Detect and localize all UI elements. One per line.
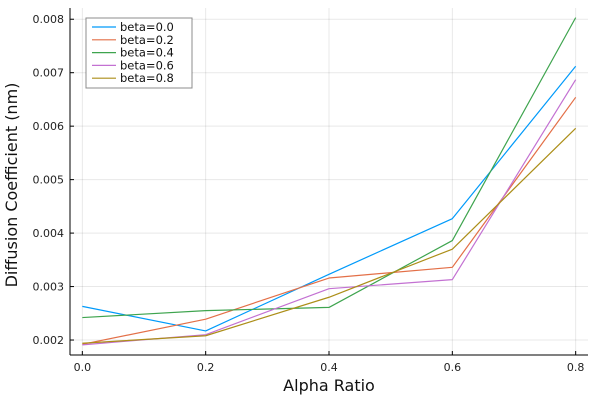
y-tick-label: 0.003 xyxy=(33,281,65,294)
series-line-beta-0-2 xyxy=(82,96,577,345)
x-tick-label: 0.6 xyxy=(444,361,462,374)
series-line-beta-0-0 xyxy=(82,65,577,332)
y-tick-label: 0.002 xyxy=(33,334,65,347)
x-tick-label: 0.0 xyxy=(74,361,92,374)
y-tick-label: 0.005 xyxy=(33,174,65,187)
legend-label: beta=0.8 xyxy=(120,71,174,85)
legend-label: beta=0.4 xyxy=(120,46,174,60)
legend-label: beta=0.2 xyxy=(120,33,174,47)
grid-lines xyxy=(70,8,588,355)
series-line-beta-0-8 xyxy=(82,127,577,344)
y-tick-label: 0.004 xyxy=(33,227,65,240)
axes xyxy=(69,8,588,356)
legend-label: beta=0.6 xyxy=(120,58,174,72)
series-line-beta-0-4 xyxy=(82,17,577,319)
y-tick-label: 0.007 xyxy=(33,67,65,80)
legend-label: beta=0.0 xyxy=(120,20,174,34)
series-lines xyxy=(82,17,577,346)
y-tick-label: 0.008 xyxy=(33,13,65,26)
x-tick-label: 0.8 xyxy=(567,361,585,374)
x-axis-label: Alpha Ratio xyxy=(283,376,375,395)
tick-labels: 0.0 0.2 0.4 0.6 0.8 0.002 0.003 0.004 0.005 0.006… xyxy=(33,13,585,374)
y-axis-label: Diffusion Coefficient (nm) xyxy=(2,83,21,288)
y-tick-label: 0.006 xyxy=(33,120,65,133)
x-tick-label: 0.4 xyxy=(320,361,338,374)
x-tick-label: 0.2 xyxy=(197,361,215,374)
